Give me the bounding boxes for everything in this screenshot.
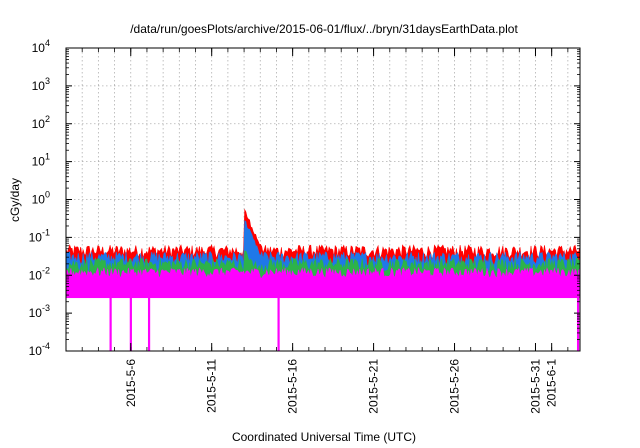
- series-dip: [109, 297, 112, 351]
- series-dip: [147, 297, 151, 351]
- x-tick-label: 2015-5-31: [528, 359, 542, 414]
- y-tick-label: 103: [32, 76, 50, 93]
- x-tick-label: 2015-5-26: [448, 359, 462, 414]
- series-dip: [277, 297, 280, 351]
- x-tick-label: 2015-5-6: [124, 359, 138, 407]
- x-tick-label: 2015-5-21: [367, 359, 381, 414]
- chart-title: /data/run/goesPlots/archive/2015-06-01/f…: [130, 22, 518, 36]
- y-tick-label: 10-1: [29, 227, 50, 244]
- y-tick-label: 102: [32, 114, 50, 131]
- y-tick-label: 100: [32, 190, 50, 207]
- series-layer: [65, 208, 581, 352]
- series-gap: [66, 298, 580, 351]
- x-axis-label: Coordinated Universal Time (UTC): [232, 430, 416, 444]
- y-tick-label: 10-4: [29, 341, 50, 358]
- y-tick-label: 104: [32, 38, 50, 55]
- x-tick-label: 2015-6-1: [545, 359, 559, 407]
- series-dip: [129, 297, 132, 351]
- x-tick-label: 2015-5-11: [205, 359, 219, 413]
- ticks: 10-4 10-3 10-2 10-1 100 101 102 103 104 2015-5-6 2…: [29, 38, 580, 414]
- y-tick-label: 101: [32, 152, 50, 169]
- y-axis-label: cGy/day: [8, 178, 22, 222]
- series-dip: [576, 297, 580, 351]
- x-tick-label: 2015-5-16: [286, 359, 300, 414]
- y-tick-label: 10-3: [29, 303, 50, 320]
- y-tick-label: 10-2: [29, 265, 50, 282]
